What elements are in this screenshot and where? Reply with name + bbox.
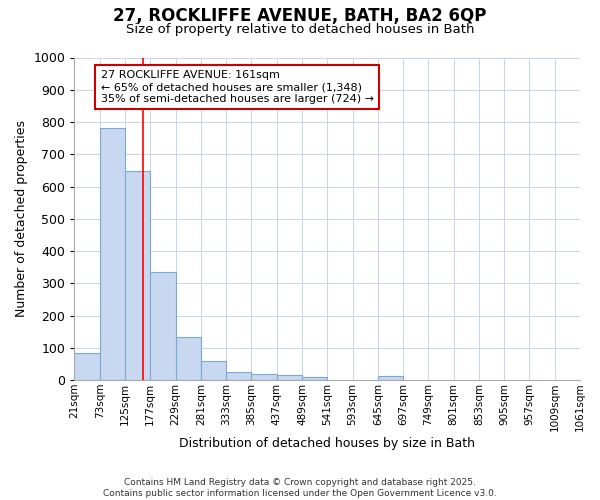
Bar bbox=[201, 360, 226, 380]
Text: 27 ROCKLIFFE AVENUE: 161sqm
← 65% of detached houses are smaller (1,348)
35% of : 27 ROCKLIFFE AVENUE: 161sqm ← 65% of det… bbox=[101, 70, 374, 104]
Y-axis label: Number of detached properties: Number of detached properties bbox=[15, 120, 28, 318]
Text: 27, ROCKLIFFE AVENUE, BATH, BA2 6QP: 27, ROCKLIFFE AVENUE, BATH, BA2 6QP bbox=[113, 8, 487, 26]
Text: Contains HM Land Registry data © Crown copyright and database right 2025.
Contai: Contains HM Land Registry data © Crown c… bbox=[103, 478, 497, 498]
Bar bbox=[302, 378, 327, 380]
Bar bbox=[74, 354, 100, 380]
Bar bbox=[150, 272, 176, 380]
Bar bbox=[277, 375, 302, 380]
Bar bbox=[176, 337, 201, 380]
Bar bbox=[226, 372, 251, 380]
Bar bbox=[251, 374, 277, 380]
Bar bbox=[125, 171, 150, 380]
X-axis label: Distribution of detached houses by size in Bath: Distribution of detached houses by size … bbox=[179, 437, 475, 450]
Bar bbox=[378, 376, 403, 380]
Text: Size of property relative to detached houses in Bath: Size of property relative to detached ho… bbox=[126, 22, 474, 36]
Bar bbox=[100, 128, 125, 380]
